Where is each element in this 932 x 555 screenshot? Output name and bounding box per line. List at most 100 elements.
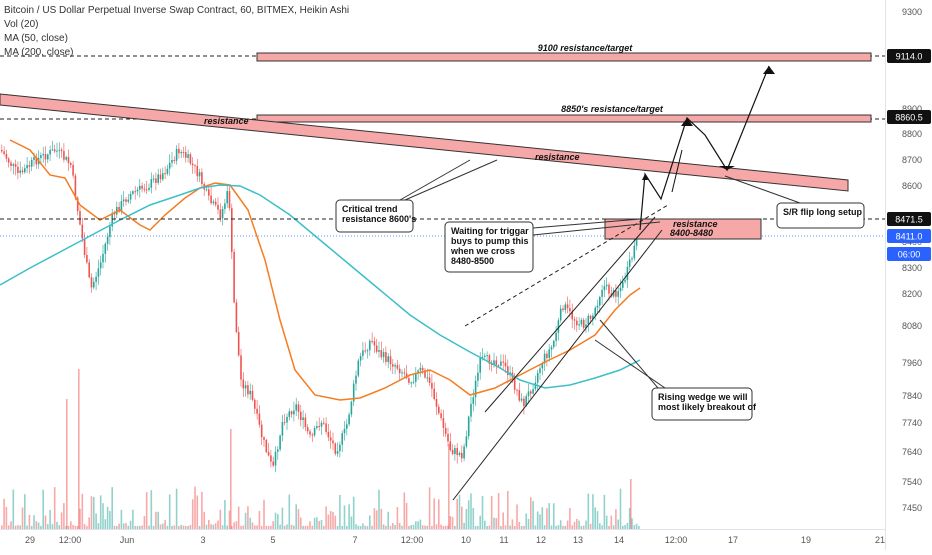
candle-body xyxy=(421,367,424,371)
x-tick-label: 17 xyxy=(728,535,738,545)
candle-body xyxy=(270,455,272,462)
volume-bar xyxy=(573,521,576,529)
y-tick-label: 8200 xyxy=(902,289,922,299)
volume-bar xyxy=(472,507,475,529)
volume-bar xyxy=(320,520,323,529)
candle-body xyxy=(79,211,81,225)
candle-body xyxy=(180,152,182,154)
volume-bar xyxy=(111,487,113,529)
y-tick-label: 7540 xyxy=(902,477,922,487)
candle-body xyxy=(99,262,102,269)
volume-bar xyxy=(198,525,201,529)
volume-bar xyxy=(143,516,146,529)
candle-body xyxy=(628,259,631,267)
volume-bar xyxy=(550,525,553,529)
candle-body xyxy=(81,224,84,239)
candle-body xyxy=(516,389,518,391)
price-label: 8860.5 xyxy=(895,113,923,123)
candle-body xyxy=(320,422,323,427)
projection-path xyxy=(639,65,770,231)
volume-bar xyxy=(633,525,636,529)
candle-body xyxy=(546,353,548,358)
candle-body xyxy=(539,368,541,373)
volume-bar xyxy=(456,498,458,529)
candle-body xyxy=(67,157,70,164)
volume-bar xyxy=(256,525,258,529)
volume-bar xyxy=(493,517,495,529)
candle-body xyxy=(603,286,606,291)
candle-body xyxy=(226,191,228,204)
volume-bar xyxy=(21,507,24,529)
volume-bar xyxy=(120,509,123,529)
volume-bar xyxy=(300,517,302,529)
candle-body xyxy=(118,207,120,212)
volume-bar xyxy=(295,504,297,529)
candle-body xyxy=(578,324,580,326)
candle-body xyxy=(240,355,242,380)
candle-body xyxy=(426,377,429,379)
volume-bar xyxy=(267,525,270,529)
volume-bar xyxy=(553,503,555,529)
candle-body xyxy=(104,243,107,254)
volume-bar xyxy=(286,524,288,529)
volume-bar xyxy=(208,519,210,529)
candle-body xyxy=(348,414,350,425)
volume-bar xyxy=(566,520,569,529)
indicator-ma200[interactable]: MA (200, close) xyxy=(4,47,74,58)
volume-bar xyxy=(132,509,134,529)
volume-bar xyxy=(564,525,567,529)
candle-body xyxy=(21,170,24,173)
candle-body xyxy=(90,277,93,288)
volume-bar xyxy=(164,520,166,529)
volume-bar xyxy=(125,523,127,529)
volume-bar xyxy=(201,491,203,529)
volume-bar xyxy=(134,525,136,529)
volume-bar xyxy=(541,507,544,529)
x-tick-label: 11 xyxy=(499,535,508,545)
callout-critical-line: Critical trend xyxy=(342,204,398,214)
volume-bar xyxy=(628,507,631,529)
candle-body xyxy=(311,434,314,436)
volume-bar xyxy=(578,520,580,529)
candle-body xyxy=(481,356,484,358)
candle-body xyxy=(608,284,610,294)
candle-body xyxy=(51,149,54,151)
volume-bar xyxy=(157,511,159,529)
volume-bar xyxy=(444,525,447,529)
wedge-lower-line xyxy=(452,229,663,501)
volume-bar xyxy=(369,515,371,529)
candle-body xyxy=(97,268,100,277)
candle-body xyxy=(265,439,268,453)
volume-bar xyxy=(76,525,79,529)
candle-body xyxy=(569,308,571,312)
candle-body xyxy=(224,203,226,210)
volume-bar xyxy=(1,525,3,529)
candle-body xyxy=(562,308,564,310)
indicator-volume[interactable]: Vol (20) xyxy=(4,19,39,30)
volume-bar xyxy=(334,515,337,529)
volume-bar xyxy=(155,511,157,529)
candle-body xyxy=(502,361,504,363)
zone-8850 xyxy=(256,114,872,123)
volume-bar xyxy=(99,495,102,529)
volume-bar xyxy=(497,493,500,529)
volume-bar xyxy=(159,524,162,529)
candle-body xyxy=(350,401,353,415)
volume-bar xyxy=(196,495,199,529)
volume-bar xyxy=(33,515,35,529)
indicator-ma50[interactable]: MA (50, close) xyxy=(4,33,68,44)
x-tick-label: Jun xyxy=(120,535,135,545)
volume-bar xyxy=(127,525,130,529)
volume-bar xyxy=(562,525,564,529)
candle-body xyxy=(65,157,67,160)
volume-bar xyxy=(226,525,228,529)
candle-body xyxy=(274,451,277,466)
projection-segment xyxy=(671,149,683,193)
candle-body xyxy=(187,154,189,158)
candle-body xyxy=(401,372,403,374)
candle-body xyxy=(346,424,348,429)
candle-body xyxy=(343,428,346,434)
volume-bar xyxy=(290,524,293,529)
